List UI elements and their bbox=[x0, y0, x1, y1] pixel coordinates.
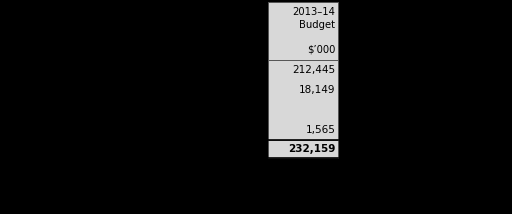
Bar bbox=[268, 60, 338, 140]
Text: 2013–14
Budget

$’000: 2013–14 Budget $’000 bbox=[292, 7, 335, 55]
Text: 212,445: 212,445 bbox=[292, 65, 335, 75]
Bar bbox=[268, 2, 338, 60]
Bar bbox=[268, 140, 338, 158]
Text: 1,565: 1,565 bbox=[306, 125, 335, 135]
Text: 18,149: 18,149 bbox=[299, 85, 335, 95]
Text: 232,159: 232,159 bbox=[288, 144, 335, 154]
